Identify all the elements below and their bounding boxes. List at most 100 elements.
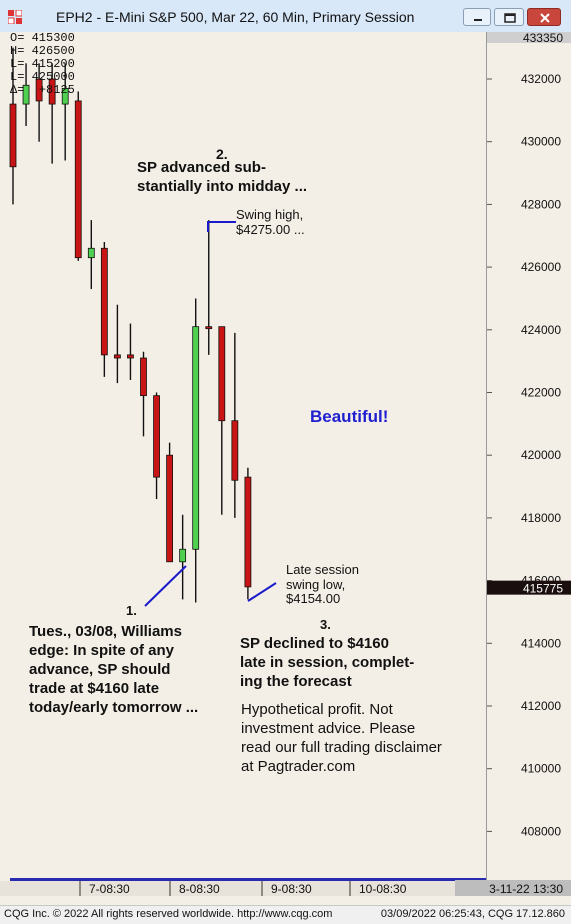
close-button[interactable]	[527, 8, 561, 26]
candle	[218, 326, 226, 515]
ohlc-row-low: L= 415200	[10, 57, 75, 71]
status-bar: CQG Inc. © 2022 All rights reserved worl…	[0, 905, 571, 924]
time-axis: 7-08:30 8-08:30 9-08:30 10-08:30	[0, 878, 571, 896]
candle-body	[114, 354, 121, 359]
annotation-swing-high: Swing high, $4275.00 ...	[236, 207, 305, 237]
candle-body	[166, 454, 174, 563]
ohlc-row-change: Δ= +8125	[10, 83, 75, 97]
y-tick-label: 424000	[521, 323, 561, 337]
candle-body	[127, 354, 134, 359]
x-tick-label: 8-08:30	[179, 882, 220, 896]
minimize-icon	[474, 19, 482, 21]
candle	[100, 242, 108, 377]
ohlc-row-last: L= 425000	[10, 70, 75, 84]
candle-body	[35, 78, 43, 102]
top-price-box	[487, 32, 571, 43]
candle	[35, 63, 43, 142]
price-axis-ticks: 4080004100004120004140004160004180004200…	[487, 72, 561, 838]
y-tick-label: 412000	[521, 699, 561, 713]
candle	[114, 304, 121, 384]
candle	[244, 467, 252, 600]
candle-body	[74, 100, 82, 259]
annotation-text-1: Tues., 03/08, Williams edge: In spite of…	[29, 623, 199, 716]
candle	[205, 220, 213, 355]
ohlc-row-high: H= 426500	[10, 44, 75, 58]
candle	[9, 47, 17, 205]
price-axis[interactable]	[486, 32, 571, 880]
candle-body	[87, 247, 95, 259]
x-tick-label: 9-08:30	[271, 882, 312, 896]
plot-area[interactable]	[10, 32, 486, 880]
title-bar[interactable]: EPH2 - E-Mini S&P 500, Mar 22, 60 Min, P…	[0, 0, 571, 33]
last-price-box	[487, 580, 571, 595]
y-tick-label: 422000	[521, 386, 561, 400]
forecast-pointer	[144, 565, 187, 607]
annotation-swing-low: Late session swing low, $4154.00	[286, 562, 359, 606]
ohlc-row-open: O= 415300	[10, 31, 75, 45]
candle-body	[61, 88, 69, 105]
candle-body	[231, 420, 239, 481]
y-tick-label: 426000	[521, 260, 561, 274]
x-tick-label: 7-08:30	[89, 882, 130, 896]
annotation-beautiful: Beautiful!	[310, 407, 389, 426]
candle-body	[218, 326, 226, 422]
top-price-label: 433350	[523, 31, 563, 45]
disclaimer-text: Hypothetical profit. Not investment advi…	[241, 701, 442, 775]
candle	[87, 220, 95, 290]
candle	[140, 351, 147, 437]
window-title: EPH2 - E-Mini S&P 500, Mar 22, 60 Min, P…	[56, 9, 415, 25]
swing-low-pointer	[247, 582, 277, 602]
swing-high-pointer	[207, 221, 236, 232]
candle	[231, 332, 239, 518]
candle	[74, 91, 82, 261]
close-icon	[540, 13, 550, 23]
candle	[192, 298, 200, 603]
candle	[48, 63, 56, 164]
session-bar	[10, 878, 486, 881]
candle-body	[179, 548, 187, 563]
y-tick-label: 408000	[521, 824, 561, 838]
candle	[153, 392, 160, 500]
minimize-button[interactable]	[463, 8, 491, 26]
candle-body	[244, 476, 252, 588]
candle-body	[205, 326, 213, 330]
y-tick-label: 420000	[521, 448, 561, 462]
time-end-box	[455, 880, 571, 896]
candle-body	[140, 357, 147, 397]
x-tick-label: 10-08:30	[359, 882, 407, 896]
annotation-label-3: 3.	[320, 617, 331, 632]
cqg-app-icon	[8, 10, 22, 24]
y-tick-label: 430000	[521, 135, 561, 149]
candle	[166, 442, 174, 563]
y-tick-label: 410000	[521, 762, 561, 776]
maximize-button[interactable]	[494, 8, 524, 26]
ohlc-readout: O= 415300 H= 426500 L= 415200 L= 425000 …	[10, 32, 75, 97]
candle-body	[153, 395, 160, 478]
candle-body	[22, 84, 30, 105]
restore-icon	[504, 13, 516, 23]
y-tick-label: 414000	[521, 636, 561, 650]
candle	[127, 323, 134, 380]
time-end-label: 3-11-22 13:30	[489, 882, 563, 896]
candle-body	[192, 326, 200, 550]
left-edge	[0, 32, 10, 880]
candle	[61, 63, 69, 161]
candle-body	[48, 78, 56, 105]
last-price-label: 415775	[523, 582, 563, 596]
y-tick-label: 428000	[521, 197, 561, 211]
annotation-text-2: SP advanced sub- stantially into midday …	[137, 159, 308, 195]
candle-body	[9, 103, 17, 168]
candle	[22, 63, 30, 127]
timestamp-text: 03/09/2022 06:25:43, CQG 17.12.860	[380, 908, 565, 920]
y-tick-label: 418000	[521, 511, 561, 525]
y-tick-label: 432000	[521, 72, 561, 86]
copyright-text: CQG Inc. © 2022 All rights reserved worl…	[4, 908, 333, 920]
candle-body	[100, 247, 108, 356]
annotation-text-3: SP declined to $4160 late in session, co…	[240, 635, 415, 690]
candles	[9, 47, 252, 603]
time-axis-band	[0, 881, 571, 896]
annotation-label-1: 1.	[126, 603, 137, 618]
annotation-label-2: 2.	[216, 146, 228, 162]
